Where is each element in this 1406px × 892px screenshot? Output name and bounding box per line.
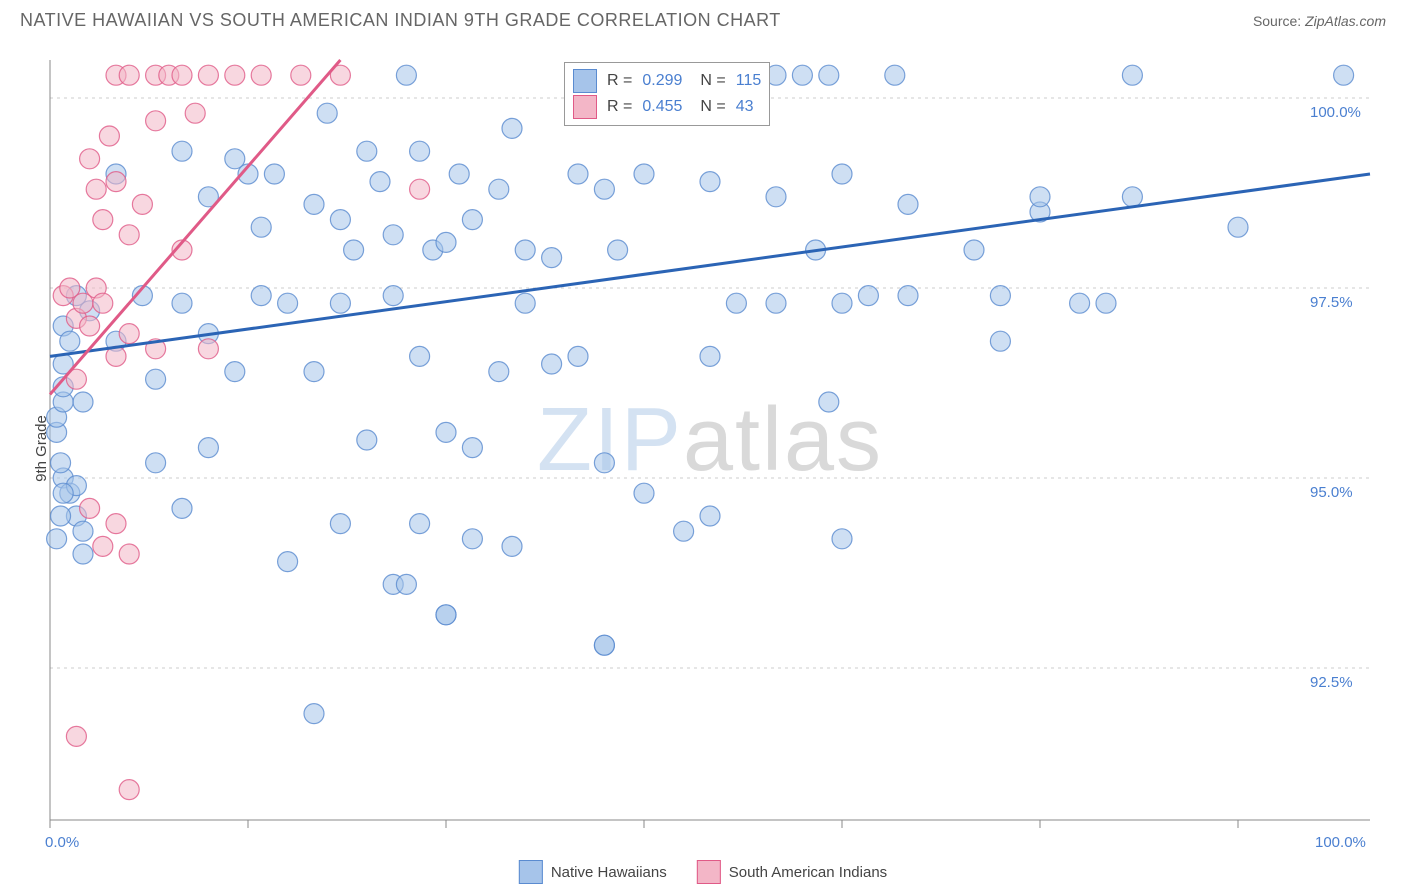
y-tick-label: 95.0%	[1310, 484, 1353, 501]
stats-row: R =0.455 N =43	[573, 95, 761, 119]
series-swatch	[573, 69, 597, 93]
series-swatch	[573, 95, 597, 119]
legend-item: Native Hawaiians	[519, 860, 667, 884]
legend-swatch	[697, 860, 721, 884]
y-tick-label: 100.0%	[1310, 104, 1361, 121]
legend-bottom: Native Hawaiians South American Indians	[519, 860, 887, 884]
x-tick-label: 0.0%	[45, 834, 79, 851]
correlation-stats-box: R =0.299 N =115 R =0.455 N =43	[564, 62, 770, 126]
y-tick-label: 97.5%	[1310, 294, 1353, 311]
x-tick-label: 100.0%	[1315, 834, 1366, 851]
legend-item: South American Indians	[697, 860, 887, 884]
y-axis-label: 9th Grade	[33, 415, 50, 482]
y-tick-label: 92.5%	[1310, 674, 1353, 691]
stats-row: R =0.299 N =115	[573, 69, 761, 93]
legend-swatch	[519, 860, 543, 884]
correlation-scatter-chart: ZIPatlas	[0, 0, 1406, 892]
